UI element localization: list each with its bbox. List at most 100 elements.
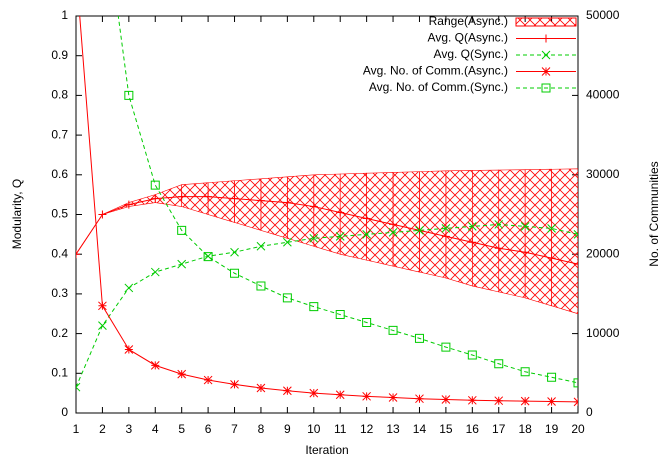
x-tick-label: 2	[99, 422, 106, 436]
y2-tick-label: 10000	[586, 326, 620, 340]
data-point	[203, 252, 213, 262]
data-point	[256, 281, 266, 291]
data-point	[467, 222, 477, 231]
data-point	[414, 333, 424, 343]
x-tick-label: 8	[258, 422, 265, 436]
x-tick-label: 11	[334, 422, 347, 436]
data-point	[309, 302, 319, 312]
y-tick-label: 0.7	[51, 127, 68, 141]
data-point	[98, 210, 107, 219]
data-point	[177, 369, 187, 379]
range-band	[260, 176, 288, 239]
data-point	[335, 390, 345, 400]
data-point	[256, 241, 266, 251]
data-point	[151, 194, 160, 203]
data-point	[336, 208, 345, 217]
range-band	[498, 169, 526, 299]
legend-label: Avg. No. of Comm.(Sync.)	[369, 80, 508, 94]
data-point	[256, 383, 266, 393]
data-point	[309, 388, 319, 398]
data-point	[283, 198, 292, 207]
range-band	[207, 180, 235, 223]
data-point	[494, 244, 503, 253]
legend-label: Avg. Q(Async.)	[428, 31, 508, 45]
data-point	[494, 396, 504, 406]
data-point	[468, 238, 477, 247]
series-line	[76, 196, 578, 265]
data-point	[150, 267, 160, 277]
data-point	[521, 248, 530, 257]
data-point	[494, 220, 504, 229]
y2-tick-label: 40000	[586, 88, 620, 102]
data-point	[547, 254, 556, 263]
data-point	[124, 283, 134, 293]
legend-label: Range(Async.)	[429, 14, 508, 28]
data-point	[573, 229, 578, 239]
data-point	[362, 391, 371, 401]
data-point	[124, 345, 134, 354]
x-tick-label: 17	[492, 422, 506, 436]
data-point	[415, 394, 424, 404]
data-point	[573, 378, 578, 388]
data-point	[547, 372, 557, 382]
x-tick-label: 19	[545, 422, 559, 436]
legend-marker	[541, 67, 551, 76]
y2-tick-label: 50000	[586, 8, 620, 22]
data-point	[388, 393, 398, 402]
range-band	[181, 182, 209, 215]
data-point	[388, 228, 398, 237]
data-point	[124, 200, 133, 209]
y-axis-label: Modularity, Q	[10, 179, 24, 249]
x-tick-label: 4	[152, 422, 159, 436]
data-point	[203, 375, 213, 385]
y2-tick-label: 20000	[586, 246, 620, 260]
x-tick-label: 14	[413, 422, 427, 436]
y-tick-label: 0.8	[51, 88, 68, 102]
data-point	[467, 350, 477, 360]
x-tick-label: 20	[571, 422, 585, 436]
x-tick-label: 10	[307, 422, 321, 436]
x-tick-label: 9	[284, 422, 291, 436]
range-band	[524, 168, 552, 307]
data-point	[150, 180, 160, 190]
y-tick-label: 0.4	[51, 246, 68, 260]
data-point	[573, 397, 578, 407]
data-point	[335, 310, 345, 320]
data-point	[98, 301, 107, 311]
x-tick-label: 16	[466, 422, 480, 436]
y-tick-label: 0	[61, 405, 68, 419]
legend-marker	[541, 83, 551, 93]
y-tick-label: 0.6	[51, 167, 68, 181]
data-point	[177, 225, 187, 235]
y-tick-label: 0.1	[51, 365, 68, 379]
data-point	[76, 250, 80, 259]
data-point	[441, 224, 451, 233]
data-point	[441, 232, 450, 241]
data-point	[204, 192, 213, 201]
data-point	[494, 359, 504, 369]
y-tick-label: 1	[61, 8, 68, 22]
data-point	[283, 237, 292, 247]
range-band	[287, 174, 315, 247]
data-point	[150, 361, 160, 370]
x-tick-label: 15	[439, 422, 453, 436]
series-line	[79, 16, 578, 403]
data-point	[256, 196, 265, 205]
range-band	[234, 178, 262, 231]
series-line	[117, 16, 578, 384]
data-point	[335, 231, 345, 241]
x-tick-label: 3	[125, 422, 132, 436]
x-tick-label: 7	[231, 422, 238, 436]
data-point	[76, 382, 81, 392]
data-point	[467, 395, 477, 405]
data-point	[547, 397, 556, 406]
legend-marker	[542, 34, 550, 43]
x-tick-label: 18	[518, 422, 532, 436]
data-point	[230, 194, 239, 203]
y2-axis-label: No. of Communities	[647, 161, 661, 266]
x-tick-label: 5	[178, 422, 185, 436]
data-point	[282, 293, 292, 303]
range-band	[472, 169, 500, 293]
